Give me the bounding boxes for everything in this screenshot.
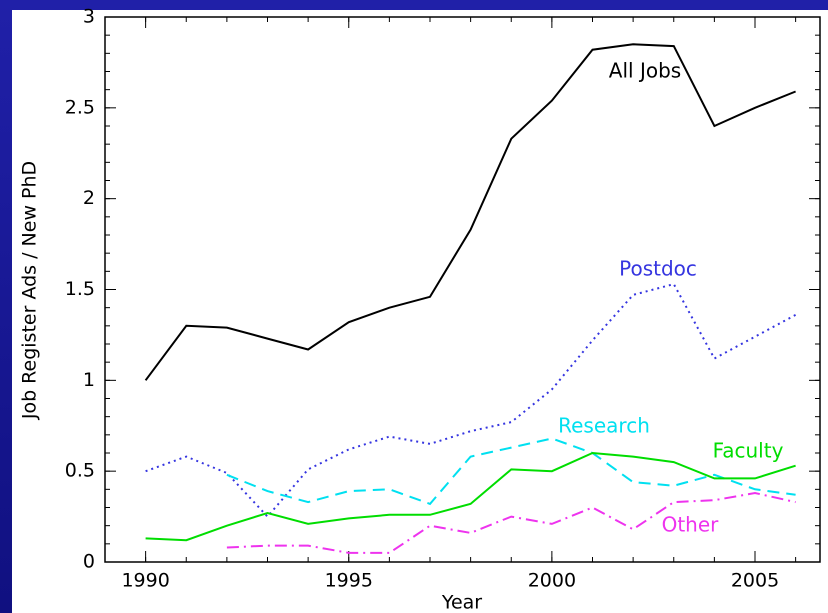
y-axis-label: Job Register Ads / New PhD (19, 161, 41, 420)
y-tick-label: 1.5 (65, 278, 95, 300)
y-tick-label: 2.5 (65, 96, 95, 118)
y-tick-label: 1 (83, 369, 95, 391)
series-line (226, 437, 796, 506)
x-axis-label: Year (441, 592, 482, 613)
y-tick-label: 2 (83, 187, 95, 209)
series-label: Research (558, 414, 650, 438)
series-label: Faculty (713, 439, 784, 463)
series-line (145, 282, 797, 519)
series-label: Other (662, 513, 720, 537)
x-tick-label: 2000 (528, 570, 576, 592)
series-label: Postdoc (619, 257, 697, 281)
series-line (145, 451, 796, 542)
x-tick-label: 2005 (731, 570, 779, 592)
x-tick-label: 1990 (121, 570, 169, 592)
y-tick-label: 3 (83, 6, 95, 28)
series-label: All Jobs (609, 59, 681, 83)
series-line (226, 491, 796, 554)
y-tick-label: 0.5 (65, 460, 95, 482)
x-tick-label: 1995 (325, 570, 373, 592)
series-line (144, 43, 796, 381)
plot-background (12, 10, 828, 613)
y-tick-label: 0 (83, 551, 95, 573)
